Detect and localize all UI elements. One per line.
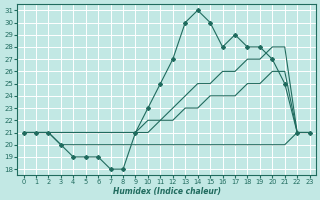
X-axis label: Humidex (Indice chaleur): Humidex (Indice chaleur) xyxy=(113,187,220,196)
